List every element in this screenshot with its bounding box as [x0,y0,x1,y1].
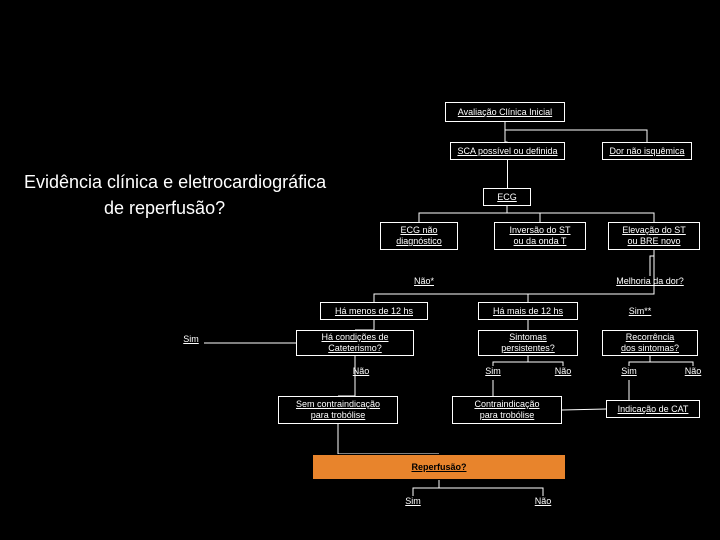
node-avaliacao: Avaliação Clínica Inicial [445,102,565,122]
label-nao-star: Não* [408,276,440,290]
node-ecg: ECG [483,188,531,206]
node-sem-contra: Sem contraindicaçãopara trobólise [278,396,398,424]
label-sim-r: Sim [616,366,642,380]
node-contra: Contraindicaçãopara trobólise [452,396,562,424]
node-elev-st: Elevação do STou BRE novo [608,222,700,250]
label-sim-star2: Sim** [622,306,658,320]
node-ind-cat: Indicação de CAT [606,400,700,418]
node-inv-st: Inversão do STou da onda T [494,222,586,250]
label-nao-bot: Não [530,496,556,510]
node-sca: SCA possível ou definida [450,142,565,160]
label-sim-bot: Sim [400,496,426,510]
label-sim-mid: Sim [480,366,506,380]
label-nao-r: Não [680,366,706,380]
node-reperfusao: Reperfusão? [312,454,566,480]
page-title-line2: de reperfusão? [104,198,225,220]
flowchart-stage: Evidência clínica e eletrocardiográfica … [0,0,720,540]
node-sint-pers: Sintomaspersistentes? [478,330,578,356]
node-menos12: Há menos de 12 hs [320,302,428,320]
page-title-line1: Evidência clínica e eletrocardiográfica [24,172,326,194]
node-dor-nao-isq: Dor não isquêmica [602,142,692,160]
node-cond-cat: Há condições deCateterismo? [296,330,414,356]
node-ecg-nao-diag: ECG nãodiagnóstico [380,222,458,250]
node-recorr: Recorrênciados sintomas? [602,330,698,356]
node-mais12: Há mais de 12 hs [478,302,578,320]
label-nao-mid2: Não [550,366,576,380]
label-melhora: Melhoria da dor? [610,276,690,290]
label-nao-mid: Não [348,366,374,380]
label-sim-left: Sim [178,334,204,348]
